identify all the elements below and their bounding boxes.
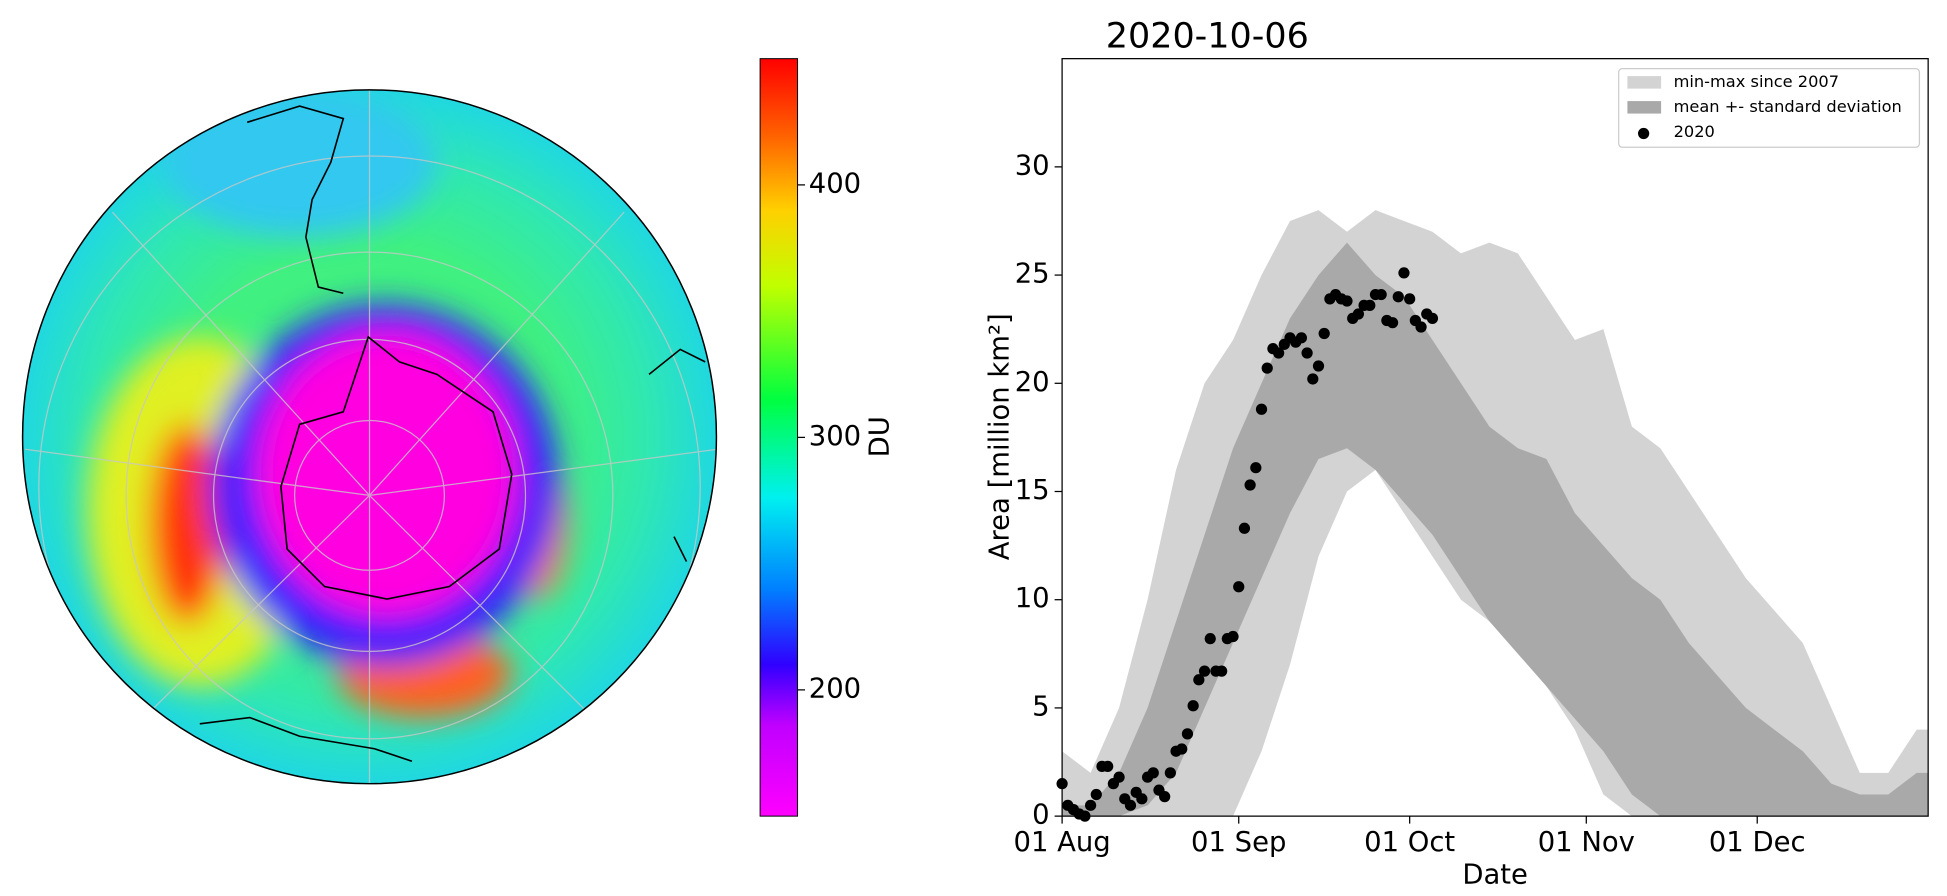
x-tick-label: 01 Aug bbox=[1013, 827, 1110, 858]
legend-label: 2020 bbox=[1674, 122, 1715, 141]
y-tick-label: 0 bbox=[1032, 800, 1049, 831]
scatter-point bbox=[1261, 362, 1273, 374]
scatter-point bbox=[1352, 308, 1364, 320]
scatter-point bbox=[1181, 728, 1194, 740]
scatter-point bbox=[1426, 312, 1439, 324]
scatter-point bbox=[1404, 293, 1416, 305]
scatter-point bbox=[1301, 347, 1313, 359]
scatter-point bbox=[1198, 665, 1211, 677]
scatter-point bbox=[1136, 793, 1148, 805]
x-tick-label: 01 Sep bbox=[1191, 827, 1286, 858]
colorbar-label: DU bbox=[865, 416, 896, 457]
scatter-point bbox=[1159, 791, 1171, 803]
x-axis-label: Date bbox=[1462, 860, 1528, 891]
y-tick-label: 20 bbox=[1015, 367, 1050, 398]
scatter-point bbox=[1102, 760, 1114, 772]
scatter-point bbox=[1176, 743, 1188, 755]
x-tick-label: 01 Dec bbox=[1709, 827, 1806, 858]
scatter-point bbox=[1090, 788, 1102, 801]
y-tick-label: 5 bbox=[1032, 691, 1049, 722]
colorbar-tick-label: 300 bbox=[809, 421, 861, 452]
legend: min-max since 2007 mean +- standard devia… bbox=[1618, 68, 1921, 148]
scatter-point bbox=[1124, 799, 1137, 811]
scatter-point bbox=[1216, 665, 1228, 677]
legend-swatch bbox=[1627, 101, 1662, 114]
scatter-point bbox=[1187, 700, 1199, 712]
scatter-point bbox=[1147, 767, 1159, 779]
map-outline bbox=[21, 89, 718, 785]
scatter-point bbox=[1193, 674, 1205, 686]
y-tick-label: 25 bbox=[1015, 259, 1050, 290]
scatter-point bbox=[1244, 479, 1256, 491]
x-tick-label: 01 Nov bbox=[1538, 827, 1635, 858]
scatter-point bbox=[1084, 799, 1097, 811]
legend-swatch bbox=[1627, 76, 1662, 89]
colorbar-tick-label: 400 bbox=[809, 168, 861, 199]
scatter-point bbox=[1204, 633, 1216, 645]
legend-label: min-max since 2007 bbox=[1674, 72, 1839, 91]
band-area bbox=[1062, 242, 1929, 817]
scatter-point bbox=[1164, 767, 1176, 779]
scatter-point bbox=[1255, 403, 1268, 415]
scatter-point bbox=[1307, 373, 1319, 385]
legend-box bbox=[1618, 68, 1921, 148]
scatter-point bbox=[1312, 360, 1325, 372]
plot-frame bbox=[1061, 58, 1929, 817]
scatter-point bbox=[1318, 327, 1330, 340]
legend-label: mean +- standard deviation bbox=[1674, 97, 1902, 116]
scatter-point bbox=[1341, 295, 1353, 307]
y-axis-label: Area [million km²] bbox=[984, 313, 1015, 560]
legend-marker bbox=[1638, 127, 1650, 140]
scatter-point bbox=[1415, 321, 1427, 333]
scatter-point bbox=[1250, 462, 1262, 474]
x-tick-label: 01 Oct bbox=[1364, 827, 1455, 858]
colorbar-tick-label: 200 bbox=[809, 673, 861, 704]
scatter-point bbox=[1295, 332, 1308, 344]
chart-title: 2020-10-06 bbox=[1106, 16, 1309, 56]
scatter-point bbox=[1392, 291, 1404, 303]
colorbar bbox=[759, 58, 799, 817]
scatter-point bbox=[1227, 630, 1239, 643]
scatter-point bbox=[1375, 288, 1387, 301]
scatter-point bbox=[1238, 522, 1251, 534]
y-tick-label: 30 bbox=[1015, 150, 1050, 181]
scatter-point bbox=[1113, 771, 1125, 783]
ozone-map bbox=[22, 89, 717, 784]
scatter-point bbox=[1272, 347, 1285, 359]
y-tick-label: 15 bbox=[1015, 475, 1050, 506]
scatter-point bbox=[1398, 267, 1410, 279]
scatter-point bbox=[1233, 581, 1245, 593]
y-tick-label: 10 bbox=[1015, 583, 1050, 614]
scatter-point bbox=[1364, 299, 1376, 311]
scatter-point bbox=[1386, 317, 1399, 329]
